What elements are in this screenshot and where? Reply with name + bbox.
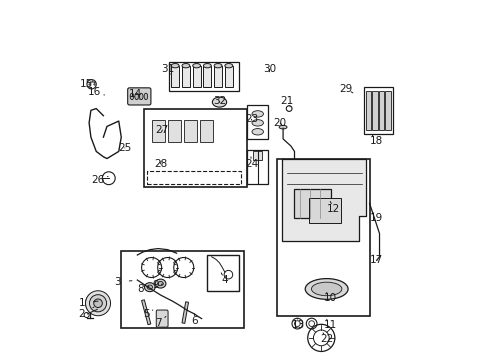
Ellipse shape xyxy=(203,64,211,68)
Ellipse shape xyxy=(305,279,347,299)
Bar xyxy=(151,120,165,143)
Text: 31: 31 xyxy=(161,64,174,75)
Bar xyxy=(206,255,239,291)
Ellipse shape xyxy=(251,111,263,117)
Text: 30: 30 xyxy=(263,64,276,74)
FancyBboxPatch shape xyxy=(156,310,168,327)
Bar xyxy=(121,251,244,328)
Text: 8: 8 xyxy=(137,284,149,294)
Text: 4: 4 xyxy=(221,273,228,285)
Text: 2: 2 xyxy=(79,307,94,319)
Text: 19: 19 xyxy=(369,212,383,222)
Ellipse shape xyxy=(251,129,263,135)
Ellipse shape xyxy=(212,97,226,107)
Bar xyxy=(182,302,188,323)
Circle shape xyxy=(89,295,106,312)
Ellipse shape xyxy=(224,64,232,68)
Bar xyxy=(365,91,370,130)
Text: 15: 15 xyxy=(80,78,96,89)
Ellipse shape xyxy=(279,125,286,129)
Text: 12: 12 xyxy=(326,202,340,213)
Text: 18: 18 xyxy=(369,135,383,146)
Text: 32: 32 xyxy=(212,96,225,107)
Text: 22: 22 xyxy=(319,333,333,344)
Bar xyxy=(276,158,369,316)
Bar xyxy=(372,91,377,130)
Bar xyxy=(247,150,267,184)
Text: 27: 27 xyxy=(155,125,169,135)
Ellipse shape xyxy=(135,93,138,100)
Polygon shape xyxy=(282,158,365,241)
Text: 24: 24 xyxy=(244,157,258,169)
Bar xyxy=(200,120,213,143)
Bar xyxy=(224,66,232,87)
Bar xyxy=(182,66,189,87)
Bar xyxy=(143,109,247,187)
Bar xyxy=(364,87,392,134)
Bar xyxy=(253,152,262,160)
Text: 28: 28 xyxy=(154,159,167,169)
Bar xyxy=(171,66,179,87)
Ellipse shape xyxy=(192,64,200,68)
Bar xyxy=(169,62,239,91)
Text: 13: 13 xyxy=(291,319,304,330)
FancyBboxPatch shape xyxy=(127,88,151,105)
Text: 23: 23 xyxy=(244,114,258,124)
Text: 16: 16 xyxy=(88,87,104,98)
Bar xyxy=(308,198,340,223)
Bar xyxy=(247,105,267,139)
Ellipse shape xyxy=(147,285,152,289)
Text: 7: 7 xyxy=(155,316,165,328)
Ellipse shape xyxy=(144,283,155,292)
Ellipse shape xyxy=(214,64,222,68)
Text: 14: 14 xyxy=(129,89,142,99)
Bar xyxy=(183,120,197,143)
Text: 20: 20 xyxy=(273,118,286,128)
Bar xyxy=(147,171,241,184)
Text: 17: 17 xyxy=(369,255,383,265)
Ellipse shape xyxy=(144,93,147,100)
Circle shape xyxy=(85,291,110,316)
Bar xyxy=(192,66,200,87)
Text: 26: 26 xyxy=(91,175,108,185)
Ellipse shape xyxy=(158,282,163,286)
Bar xyxy=(378,91,384,130)
Ellipse shape xyxy=(182,64,189,68)
Bar xyxy=(385,91,390,130)
Bar xyxy=(167,120,181,143)
Text: 3: 3 xyxy=(114,277,132,287)
Text: 11: 11 xyxy=(323,319,336,330)
Text: 6: 6 xyxy=(191,314,198,326)
Bar xyxy=(203,66,211,87)
Bar xyxy=(293,189,331,217)
Ellipse shape xyxy=(251,120,263,126)
Bar xyxy=(142,300,150,325)
Text: 25: 25 xyxy=(118,143,131,153)
Ellipse shape xyxy=(311,282,341,296)
Ellipse shape xyxy=(139,93,143,100)
Text: 10: 10 xyxy=(323,293,336,303)
Ellipse shape xyxy=(171,64,179,68)
Ellipse shape xyxy=(155,279,165,288)
Ellipse shape xyxy=(130,93,134,100)
Text: 21: 21 xyxy=(280,96,293,107)
Circle shape xyxy=(94,299,102,307)
Text: 1: 1 xyxy=(79,298,98,308)
Bar xyxy=(214,66,222,87)
Text: 5: 5 xyxy=(142,309,152,319)
Text: 9: 9 xyxy=(152,280,163,291)
Text: 29: 29 xyxy=(339,84,352,94)
